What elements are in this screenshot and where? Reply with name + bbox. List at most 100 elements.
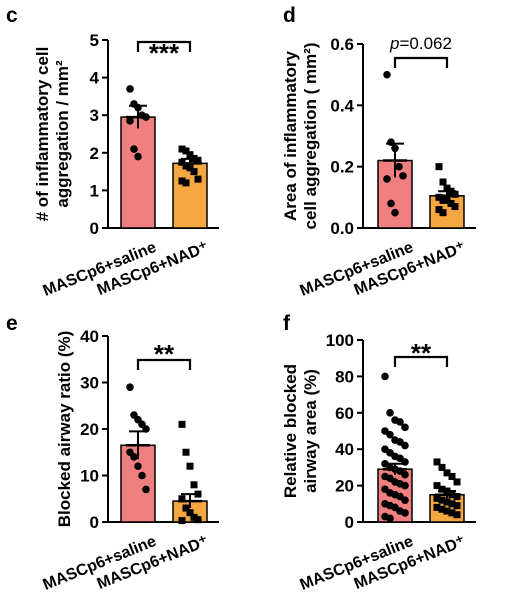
data-point <box>401 458 409 466</box>
y-tick-label: 60 <box>335 404 354 423</box>
y-tick-label: 0.0 <box>330 219 354 238</box>
significance-bracket <box>136 40 192 52</box>
y-tick-label: 0 <box>90 513 99 532</box>
data-point <box>401 423 409 432</box>
data-point <box>391 144 399 153</box>
data-point <box>383 70 391 79</box>
data-point <box>126 383 134 391</box>
y-tick-label: 3 <box>90 106 99 125</box>
data-point <box>178 177 186 185</box>
data-point <box>138 471 146 480</box>
y-tick-label: 40 <box>335 440 354 459</box>
data-point <box>386 430 394 439</box>
significance-label: ** <box>411 338 432 368</box>
data-point <box>439 178 447 186</box>
data-point <box>387 138 395 146</box>
data-point <box>438 485 446 493</box>
data-point <box>182 448 190 456</box>
y-tick-label: 100 <box>326 331 354 350</box>
panel-letter: c <box>6 4 18 27</box>
y-axis-label: Relative blocked <box>281 364 300 498</box>
data-point <box>439 209 447 217</box>
data-point <box>435 193 443 201</box>
y-tick-label: 20 <box>335 477 354 496</box>
data-point <box>453 502 461 510</box>
data-point <box>386 514 394 523</box>
data-point <box>401 470 409 479</box>
significance-label: p=0.062 <box>389 34 452 53</box>
data-point <box>443 196 451 204</box>
data-point <box>433 482 441 490</box>
data-point <box>186 164 194 172</box>
data-point <box>130 453 138 461</box>
y-axis-label: Area of inflammatory <box>281 50 300 221</box>
data-point <box>142 113 150 121</box>
data-point <box>433 494 441 502</box>
data-point <box>391 208 399 217</box>
data-point <box>443 507 451 515</box>
panel-f: f 0 20 40 60 80 100 Relative blocked airway area… <box>281 312 476 594</box>
panel-c: c 0 1 2 3 4 5 # of inflammatory cell aggregation… <box>6 4 219 300</box>
data-point <box>194 175 202 183</box>
data-point <box>178 517 186 525</box>
data-point <box>178 145 186 153</box>
y-tick-label: 30 <box>80 374 99 393</box>
data-point <box>447 187 455 195</box>
data-point <box>126 85 134 93</box>
data-point <box>178 420 186 428</box>
panel-d: d 0.0 0.2 0.4 0.6 Area of inflammatory cell ag… <box>281 4 476 300</box>
data-point <box>134 103 142 112</box>
data-point <box>142 425 150 433</box>
data-point <box>401 496 409 504</box>
y-tick-label: 0.6 <box>330 35 354 54</box>
data-point <box>451 190 459 198</box>
y-tick-label: 0 <box>345 513 354 532</box>
data-point <box>178 495 186 503</box>
panel-letter: e <box>6 312 18 335</box>
data-point <box>178 158 186 166</box>
data-point <box>186 509 194 517</box>
y-tick-label: 4 <box>90 69 100 88</box>
data-point <box>396 418 404 426</box>
data-point <box>395 162 403 171</box>
significance-bracket <box>136 358 192 370</box>
data-point <box>186 151 194 159</box>
data-point <box>401 509 409 517</box>
data-point <box>433 458 441 466</box>
significance-bracket <box>393 56 449 68</box>
data-point <box>438 505 446 513</box>
data-point <box>182 162 190 170</box>
data-point <box>453 511 461 519</box>
data-point <box>186 462 194 470</box>
y-axis-label: aggregation / mm² <box>53 60 72 208</box>
data-point <box>194 490 202 498</box>
bar <box>120 116 156 229</box>
data-point <box>383 175 391 183</box>
data-point <box>401 441 409 450</box>
y-tick-label: 1 <box>90 181 99 200</box>
panel-letter: f <box>283 312 291 335</box>
y-tick-label: 5 <box>90 31 99 50</box>
y-tick-label: 20 <box>80 420 99 439</box>
y-tick-label: 80 <box>335 367 354 386</box>
data-point <box>381 372 389 381</box>
data-point <box>443 498 451 506</box>
y-tick-label: 0 <box>90 219 99 238</box>
data-point <box>190 481 198 489</box>
data-point <box>190 168 198 176</box>
significance-bracket <box>393 355 449 367</box>
data-point <box>399 172 407 180</box>
y-tick-label: 2 <box>90 144 99 163</box>
y-axis-label: cell aggregation ( mm²) <box>301 42 320 229</box>
significance-label: *** <box>149 38 180 68</box>
y-tick-label: 0.4 <box>330 96 354 115</box>
panel-letter: d <box>283 4 296 27</box>
data-point <box>448 509 456 517</box>
data-point <box>194 516 202 524</box>
data-point <box>438 463 446 471</box>
data-point <box>182 147 190 155</box>
data-point <box>443 487 451 495</box>
data-point <box>448 473 456 480</box>
